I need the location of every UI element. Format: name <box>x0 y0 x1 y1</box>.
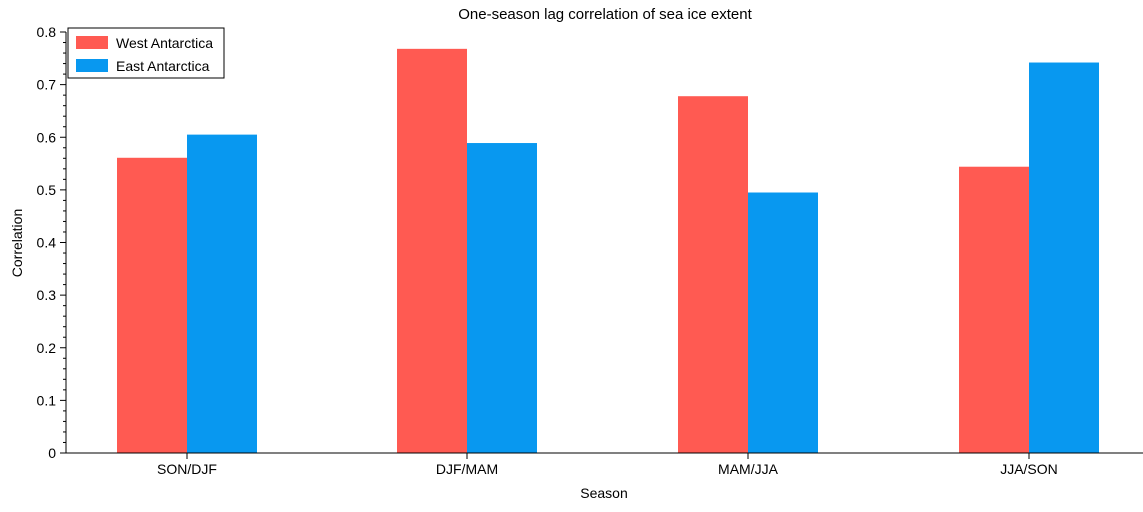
bar-west-antarctica-son-djf <box>117 157 187 453</box>
x-tick-label-djf-mam: DJF/MAM <box>436 461 498 477</box>
bar-east-antarctica-djf-mam <box>467 143 537 453</box>
legend: West Antarctica East Antarctica <box>67 27 225 79</box>
y-tick-label-0-6: 0.6 <box>37 129 57 145</box>
bar-west-antarctica-jja-son <box>959 166 1029 453</box>
chart-title: One-season lag correlation of sea ice ex… <box>458 6 752 23</box>
plot-area <box>117 48 1099 454</box>
legend-label-west-antarctica: West Antarctica <box>116 35 213 51</box>
y-tick-label-0-1: 0.1 <box>37 392 57 408</box>
x-axis-ticks: SON/DJF DJF/MAM MAM/JJA JJA/SON <box>157 453 1058 477</box>
x-tick-label-mam-jja: MAM/JJA <box>718 461 779 477</box>
x-tick-label-son-djf: SON/DJF <box>157 461 217 477</box>
x-axis-label: Season <box>580 485 627 501</box>
bar-east-antarctica-jja-son <box>1029 62 1099 454</box>
bar-west-antarctica-mam-jja <box>678 96 748 453</box>
y-tick-label-0-4: 0.4 <box>37 235 57 251</box>
y-tick-label-0-8: 0.8 <box>37 24 57 40</box>
legend-swatch-west-antarctica <box>76 36 108 49</box>
legend-swatch-east-antarctica <box>76 59 108 72</box>
y-axis-label: Correlation <box>9 209 25 277</box>
bar-west-antarctica-djf-mam <box>397 48 467 454</box>
y-axis-ticks: 0 0.1 0.2 0.3 0.4 0.5 0.6 0.7 0.8 <box>37 24 66 461</box>
y-tick-label-0-3: 0.3 <box>37 287 57 303</box>
bar-east-antarctica-mam-jja <box>748 192 818 453</box>
y-tick-label-0-2: 0.2 <box>37 340 57 356</box>
legend-label-east-antarctica: East Antarctica <box>116 58 210 74</box>
bar-east-antarctica-son-djf <box>187 134 257 453</box>
y-tick-label-0-7: 0.7 <box>37 77 57 93</box>
y-tick-label-0-5: 0.5 <box>37 182 57 198</box>
x-tick-label-jja-son: JJA/SON <box>1000 461 1058 477</box>
y-tick-label-0: 0 <box>48 445 56 461</box>
